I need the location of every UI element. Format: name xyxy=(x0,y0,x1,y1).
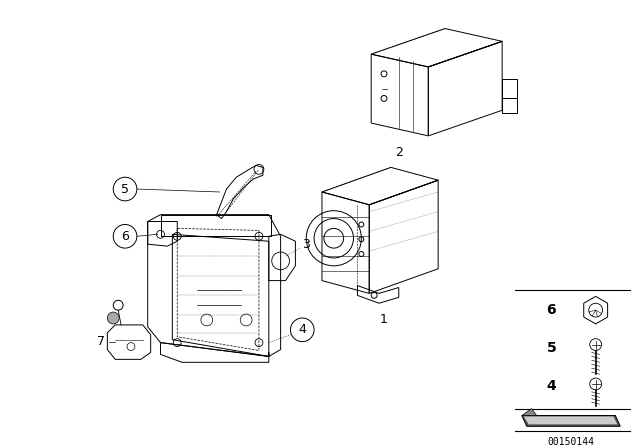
Text: 00150144: 00150144 xyxy=(548,437,595,447)
Text: 6: 6 xyxy=(547,303,556,317)
Polygon shape xyxy=(522,409,536,415)
Polygon shape xyxy=(522,415,620,426)
Polygon shape xyxy=(524,417,618,424)
Text: 5: 5 xyxy=(121,182,129,195)
Text: 3: 3 xyxy=(302,238,310,251)
Circle shape xyxy=(113,177,137,201)
Circle shape xyxy=(291,318,314,342)
Text: 1: 1 xyxy=(380,313,388,326)
Text: 2: 2 xyxy=(395,146,403,159)
Circle shape xyxy=(113,224,137,248)
Text: 4: 4 xyxy=(547,379,556,393)
Text: 5: 5 xyxy=(547,340,556,354)
Text: 4: 4 xyxy=(298,323,306,336)
Circle shape xyxy=(108,312,119,324)
Text: 6: 6 xyxy=(121,230,129,243)
Text: 7: 7 xyxy=(97,335,106,348)
